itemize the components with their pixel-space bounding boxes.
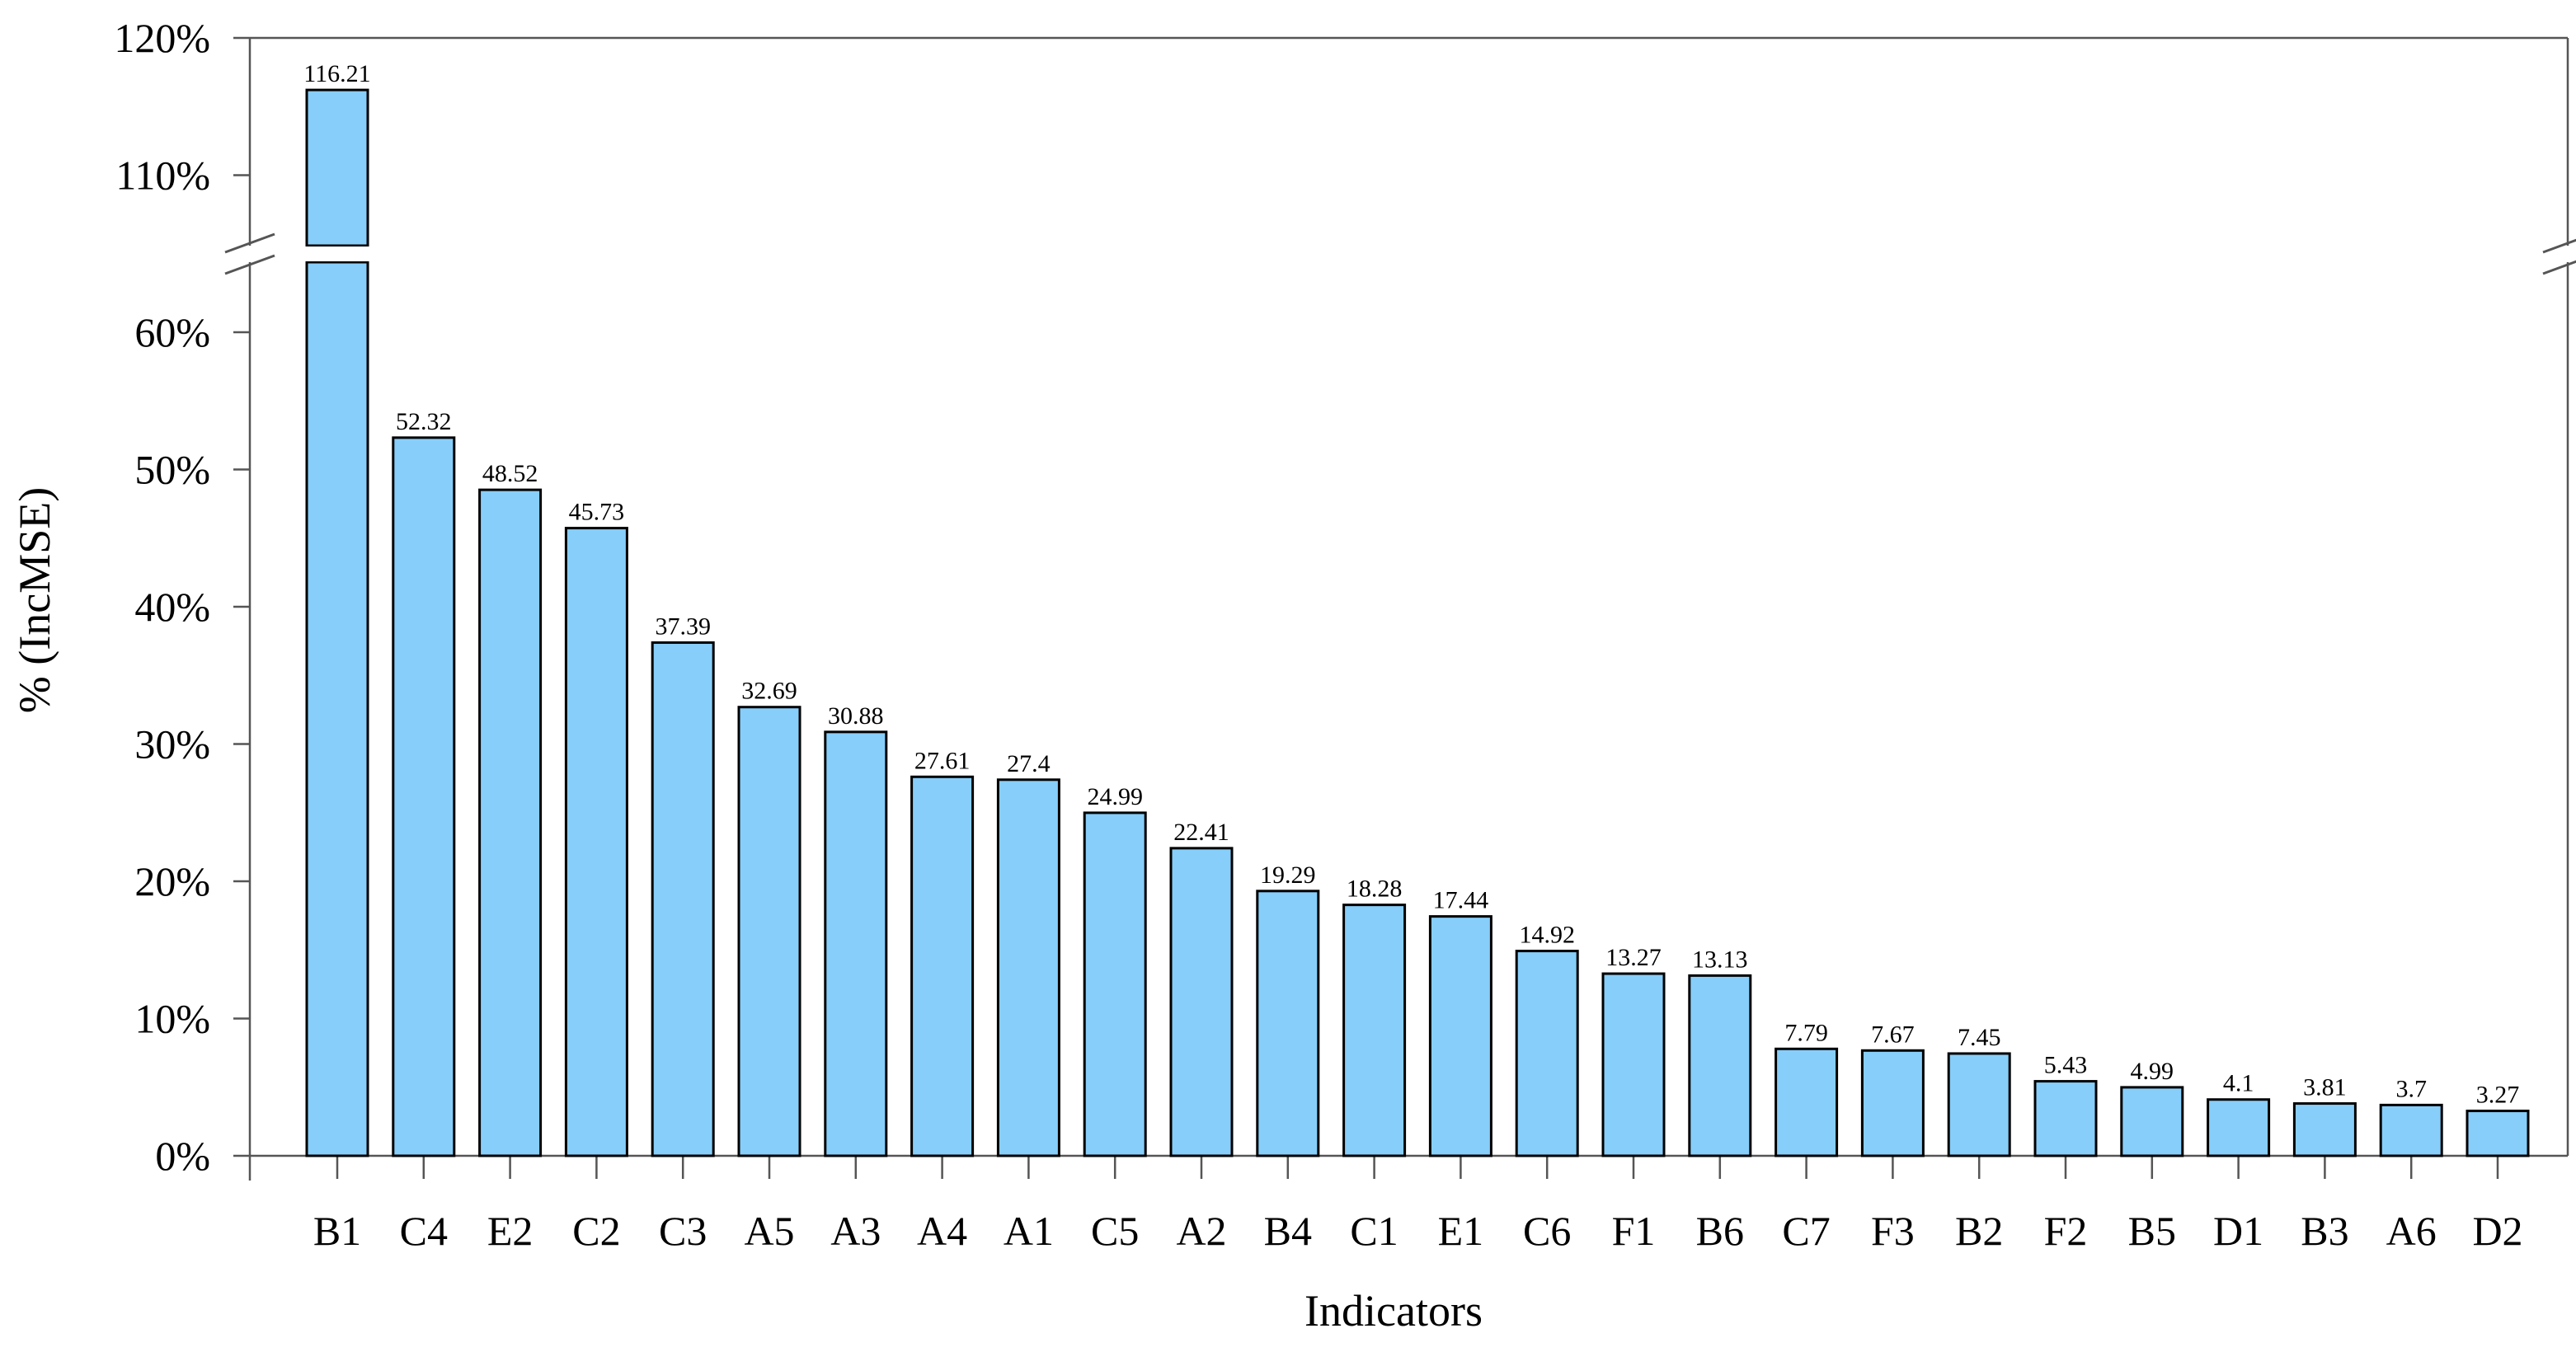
x-tick-label: B4 xyxy=(1264,1208,1312,1254)
bar-E2 xyxy=(478,488,543,1157)
x-tick-label: C3 xyxy=(659,1208,707,1254)
bar-value-label: 32.69 xyxy=(741,678,797,705)
x-tick-label: D1 xyxy=(2213,1208,2263,1254)
bar-value-label: 13.13 xyxy=(1692,946,1748,973)
y-axis-label: % (IncMSE) xyxy=(10,487,59,713)
x-tick-label: A5 xyxy=(744,1208,794,1254)
bar-C6 xyxy=(1515,950,1579,1157)
bar-value-label: 3.7 xyxy=(2395,1075,2427,1102)
bar-F3 xyxy=(1860,1049,1925,1157)
bar-value-label: 27.4 xyxy=(1007,750,1051,777)
bar-B1 xyxy=(305,261,369,1157)
y-axis-break-mark-right xyxy=(2542,238,2576,275)
bar-value-label: 3.81 xyxy=(2303,1074,2347,1101)
x-tick-label: C6 xyxy=(1523,1208,1571,1254)
bar-F2 xyxy=(2033,1080,2098,1157)
x-tick-label: F3 xyxy=(1871,1208,1915,1254)
x-tick-label: C1 xyxy=(1350,1208,1398,1254)
bar-A5 xyxy=(737,706,801,1157)
bar-A2 xyxy=(1169,847,1234,1157)
bar-value-label: 30.88 xyxy=(828,702,884,730)
x-tick-label: E2 xyxy=(487,1208,534,1254)
bar-value-label: 37.39 xyxy=(655,613,711,640)
y-axis-break-mark-left xyxy=(224,232,275,275)
bar-B3 xyxy=(2292,1102,2357,1157)
x-tick-label: A3 xyxy=(830,1208,881,1254)
x-tick-label: E1 xyxy=(1438,1208,1484,1254)
bar-value-label: 4.1 xyxy=(2223,1070,2254,1097)
x-tick-label: A2 xyxy=(1176,1208,1226,1254)
bar-C1 xyxy=(1342,904,1407,1157)
bar-value-label: 14.92 xyxy=(1519,922,1575,949)
bar-value-label: 13.27 xyxy=(1605,944,1662,971)
y-tick-label: 110% xyxy=(115,153,210,199)
x-tick-label: C4 xyxy=(400,1208,448,1254)
bar-value-label: 7.67 xyxy=(1871,1021,1915,1048)
bar-C3 xyxy=(651,641,715,1157)
x-tick-label: A6 xyxy=(2386,1208,2437,1254)
bar-E1 xyxy=(1428,915,1492,1157)
x-tick-label: D2 xyxy=(2472,1208,2522,1254)
x-tick-label: C2 xyxy=(572,1208,620,1254)
bar-F1 xyxy=(1601,972,1666,1157)
x-tick-label: A4 xyxy=(917,1208,967,1254)
x-tick-label: B6 xyxy=(1696,1208,1744,1254)
bar-A4 xyxy=(910,775,975,1157)
bar-D1 xyxy=(2207,1098,2271,1157)
bar-C2 xyxy=(564,527,628,1157)
bars-layer xyxy=(305,88,2530,1157)
x-tick-label: B2 xyxy=(1955,1208,2003,1254)
bar-value-label: 17.44 xyxy=(1433,887,1489,914)
bar-value-label: 116.21 xyxy=(303,60,370,87)
bar-C5 xyxy=(1083,811,1147,1157)
y-tick-label: 120% xyxy=(114,15,210,61)
bar-value-label: 4.99 xyxy=(2131,1058,2174,1085)
x-tick-label: B5 xyxy=(2128,1208,2176,1254)
bar-value-label: 27.61 xyxy=(914,747,971,774)
bar-value-label: 3.27 xyxy=(2476,1082,2520,1109)
x-tick-label: B1 xyxy=(313,1208,361,1254)
labels-layer: 0% 10% 20% 30% 40% 50% 60% 110% 120% 116.21 B1 52.3… xyxy=(114,15,2522,1254)
x-axis-label: Indicators xyxy=(1304,1286,1483,1336)
bar-B6 xyxy=(1688,974,1752,1157)
bar-value-label: 48.52 xyxy=(482,460,538,487)
y-tick-label: 30% xyxy=(134,721,210,768)
bar-A3 xyxy=(824,730,888,1157)
x-tick-label: C7 xyxy=(1782,1208,1830,1254)
bar-value-label: 52.32 xyxy=(396,408,452,435)
x-tick-label: F2 xyxy=(2044,1208,2088,1254)
bar-D2 xyxy=(2466,1110,2530,1157)
x-tick-label: B3 xyxy=(2301,1208,2348,1254)
x-tick-label: C5 xyxy=(1091,1208,1139,1254)
y-tick-label: 60% xyxy=(134,309,210,355)
y-tick-label: 20% xyxy=(134,858,210,904)
bar-C4 xyxy=(392,436,456,1157)
y-tick-label: 10% xyxy=(134,996,210,1042)
y-tick-label: 0% xyxy=(155,1133,210,1179)
bar-C7 xyxy=(1775,1047,1839,1157)
bar-value-label: 7.45 xyxy=(1958,1024,2001,1051)
x-tick-label: A1 xyxy=(1004,1208,1054,1254)
bar-B1-upper xyxy=(305,88,369,247)
y-tick-label: 50% xyxy=(134,447,210,493)
bar-A1 xyxy=(996,778,1060,1157)
bar-A6 xyxy=(2379,1103,2443,1157)
bar-value-label: 7.79 xyxy=(1784,1019,1828,1046)
bar-value-label: 22.41 xyxy=(1173,819,1229,846)
bar-value-label: 5.43 xyxy=(2044,1052,2088,1079)
y-tick-label: 40% xyxy=(134,584,210,630)
bar-value-label: 19.29 xyxy=(1260,861,1316,889)
bar-value-label: 18.28 xyxy=(1347,876,1403,903)
bar-value-label: 24.99 xyxy=(1087,783,1143,810)
x-tick-label: F1 xyxy=(1612,1208,1656,1254)
bar-B4 xyxy=(1256,890,1320,1157)
bar-B2 xyxy=(1947,1052,2011,1157)
bar-break-gap xyxy=(305,246,369,261)
bar-value-label: 45.73 xyxy=(569,499,625,526)
bar-B5 xyxy=(2120,1086,2184,1157)
